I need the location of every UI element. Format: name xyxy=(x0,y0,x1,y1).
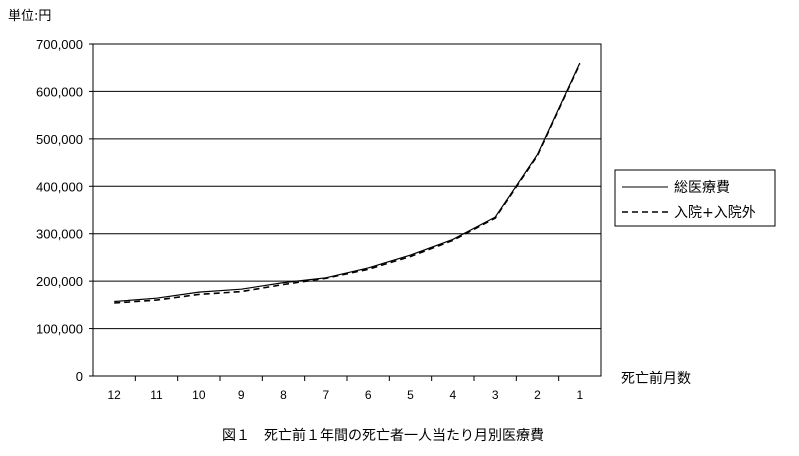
plot-frame xyxy=(92,43,602,377)
y-tick-label: 100,000 xyxy=(36,322,83,337)
x-tick-label: 8 xyxy=(280,388,287,402)
x-tick-label: 12 xyxy=(107,388,121,402)
x-axis-label: 死亡前月数 xyxy=(621,370,691,387)
legend: 総医療費 入院+入院外 xyxy=(614,169,776,227)
y-tick-label: 500,000 xyxy=(36,132,83,147)
y-tick-label: 300,000 xyxy=(36,227,83,242)
y-tick-label: 600,000 xyxy=(36,84,83,99)
x-tick-label: 9 xyxy=(238,388,245,402)
y-tick-label: 700,000 xyxy=(36,37,83,52)
series-line-inpatient-outpatient xyxy=(114,63,581,304)
grid xyxy=(93,90,601,330)
x-tick-label: 6 xyxy=(365,388,372,402)
x-axis: 12 11 10 9 8 7 6 5 4 3 2 1 xyxy=(107,376,583,402)
legend-label-total: 総医療費 xyxy=(674,179,730,196)
x-tick-label: 7 xyxy=(322,388,329,402)
legend-label-inpatient-outpatient: 入院+入院外 xyxy=(674,205,756,221)
plot-area xyxy=(114,62,581,304)
x-tick-label: 2 xyxy=(534,388,541,402)
figure-caption: 図１ 死亡前１年間の死亡者一人当たり月別医療費 xyxy=(222,427,544,444)
series-line-total xyxy=(114,62,581,303)
x-tick-label: 1 xyxy=(576,388,583,402)
x-tick-label: 11 xyxy=(150,388,163,402)
x-tick-label: 10 xyxy=(192,388,206,402)
x-tick-label: 3 xyxy=(492,388,499,402)
y-axis: 0 100,000 200,000 300,000 400,000 500,000 600,… xyxy=(36,37,93,384)
legend-box xyxy=(614,169,776,227)
y-tick-label: 200,000 xyxy=(36,274,83,289)
unit-label: 単位:円 xyxy=(8,8,51,24)
x-tick-label: 5 xyxy=(407,388,414,402)
y-tick-label: 400,000 xyxy=(36,179,83,194)
y-tick-label: 0 xyxy=(76,369,83,384)
x-tick-label: 4 xyxy=(449,388,456,402)
